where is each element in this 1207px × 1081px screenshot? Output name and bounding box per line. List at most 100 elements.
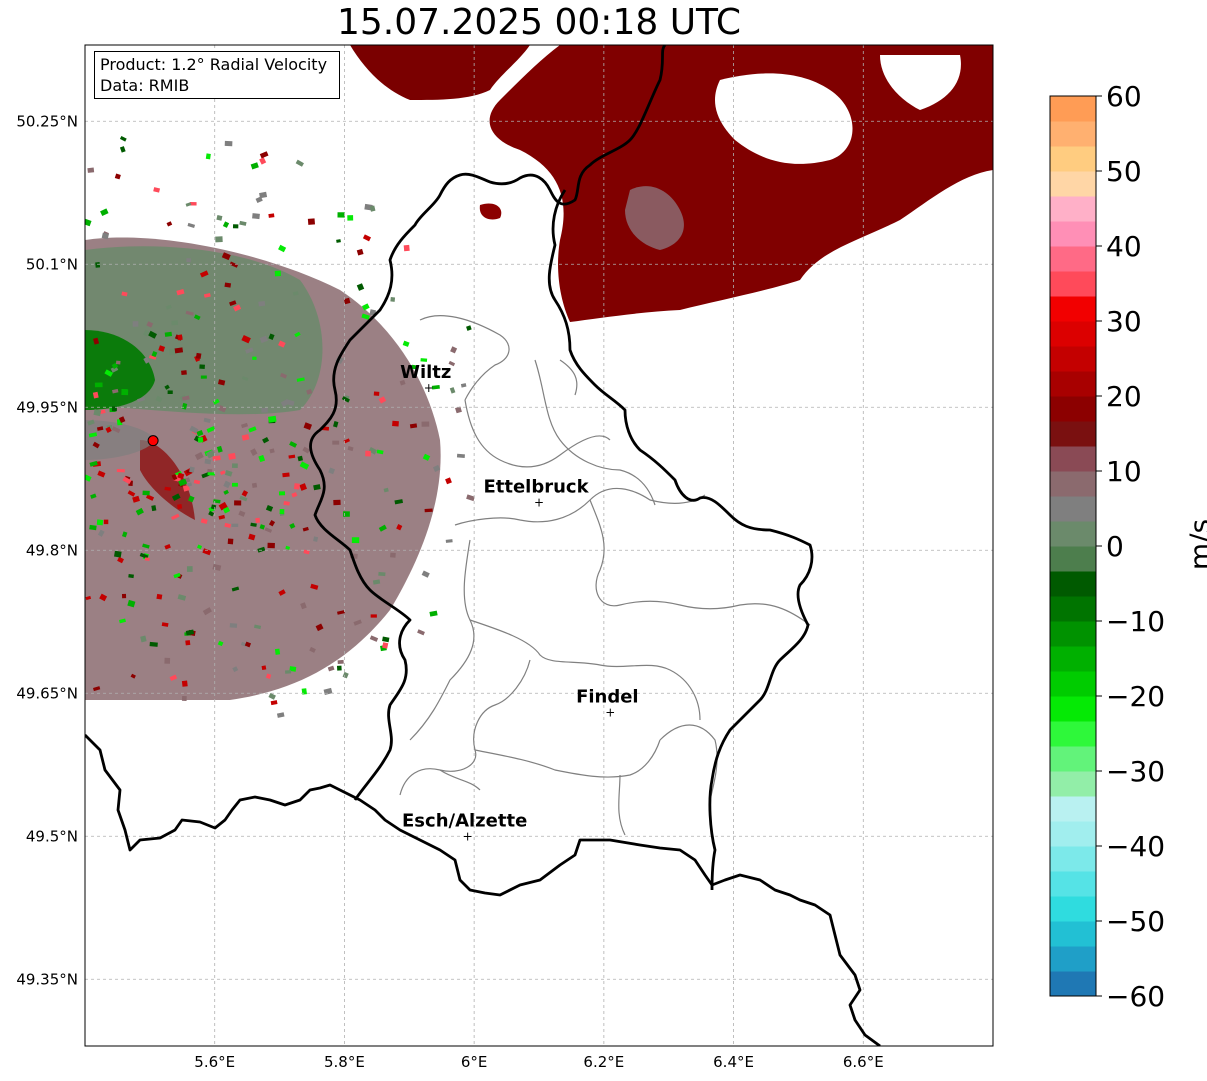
echo-pixel xyxy=(280,372,288,379)
echo-pixel xyxy=(161,622,169,627)
echo-pixel xyxy=(208,510,215,517)
echo-pixel xyxy=(202,548,212,556)
echo-pixel xyxy=(173,572,181,579)
colorbar-tick-label: 50 xyxy=(1106,155,1142,188)
echo-pixel xyxy=(146,321,154,328)
echo-pixel xyxy=(313,484,321,491)
echo-pixel xyxy=(257,546,266,553)
echo-pixel xyxy=(132,495,140,503)
echo-pixel xyxy=(309,646,316,653)
echo-pixel xyxy=(293,483,300,490)
echo-pixel xyxy=(238,510,246,517)
echo-pixel xyxy=(203,417,211,424)
lon-tick-label: 6.4°E xyxy=(713,1053,754,1071)
echo-pixel xyxy=(259,335,268,344)
colorbar-tick-label: −20 xyxy=(1106,680,1165,713)
colorbar-band xyxy=(1050,421,1096,447)
echo-pixel xyxy=(121,531,128,538)
lat-tick-label: 50.1°N xyxy=(26,255,78,273)
echo-pixel xyxy=(96,519,104,526)
echo-pixel xyxy=(224,522,232,528)
echo-pixel xyxy=(90,493,97,499)
echo-pixel xyxy=(193,479,201,485)
colorbar-tick-label: 10 xyxy=(1106,455,1142,488)
echo-pixel xyxy=(466,494,475,502)
echo-pixel xyxy=(232,666,239,673)
echo-pixel xyxy=(252,213,260,220)
echo-pixel xyxy=(104,369,114,377)
echo-pixel xyxy=(171,513,180,520)
lon-tick-label: 6.6°E xyxy=(843,1053,884,1071)
echo-pixel xyxy=(205,153,211,160)
colorbar-unit: m/s xyxy=(1183,518,1207,571)
echo-pixel xyxy=(258,454,266,463)
echo-pixel xyxy=(369,205,376,212)
echo-pixel xyxy=(268,519,276,527)
echo-pixel xyxy=(121,291,128,297)
echo-pixel xyxy=(261,665,267,671)
echo-pixel xyxy=(94,382,103,388)
echo-pixel xyxy=(151,505,157,512)
echo-pixel xyxy=(300,602,307,610)
echo-pixel xyxy=(341,396,350,403)
echo-pixel xyxy=(187,222,196,229)
echo-pixel xyxy=(177,334,183,341)
echo-pixel xyxy=(188,495,195,503)
echo-pixel xyxy=(158,345,166,352)
echo-pixel xyxy=(241,490,249,497)
echo-pixel xyxy=(185,310,194,316)
echo-pixel xyxy=(445,477,452,485)
colorbar-tick-label: 60 xyxy=(1106,80,1142,113)
echo-pixel xyxy=(378,524,387,532)
echo-pixel xyxy=(137,396,146,403)
echo-pixel xyxy=(128,573,134,579)
echo-pixel xyxy=(95,262,101,268)
echo-pixel xyxy=(232,224,239,229)
echo-pixel xyxy=(456,453,465,459)
echo-pixel xyxy=(362,234,371,242)
echo-pixel xyxy=(390,552,396,558)
echo-pixel xyxy=(207,472,215,476)
echo-pixel xyxy=(274,648,281,655)
echo-pixel xyxy=(93,409,102,417)
echo-pixel xyxy=(310,583,319,590)
echo-pixel xyxy=(259,151,269,159)
echo-pixel xyxy=(193,314,201,321)
echo-pixel xyxy=(361,313,370,320)
colorbar-band xyxy=(1050,521,1096,547)
echo-pixel xyxy=(231,463,238,469)
colorbar-tick-label: 0 xyxy=(1106,530,1124,563)
echo-pixel xyxy=(189,425,199,434)
echo-pixel xyxy=(241,433,250,441)
echo-pixel xyxy=(250,162,259,170)
colorbar-band xyxy=(1050,796,1096,822)
colorbar-band xyxy=(1050,196,1096,222)
echo-pixel xyxy=(164,543,171,550)
echo-pixel xyxy=(295,159,304,167)
city-labels: +Wiltz+Ettelbruck+Findel+Esch/Alzette xyxy=(400,362,639,843)
echo-pixel xyxy=(336,665,342,671)
echo-pixel xyxy=(239,220,247,226)
map-frame xyxy=(84,44,994,1047)
echo-pixel xyxy=(119,136,127,142)
colorbar-band xyxy=(1050,321,1096,347)
echo-pixel xyxy=(259,157,267,165)
colorbar-tick-label: 30 xyxy=(1106,305,1142,338)
echo-pixel xyxy=(143,329,150,337)
echo-pixel xyxy=(103,519,109,525)
echo-pixel xyxy=(351,537,360,544)
echo-pixel xyxy=(99,409,106,415)
echo-pixel xyxy=(194,451,204,461)
echo-pixel xyxy=(85,474,92,482)
echo-pixel xyxy=(200,518,208,524)
echo-pixel xyxy=(372,579,381,585)
echo-pixel xyxy=(196,544,203,550)
echo-pixel xyxy=(153,187,161,193)
colorbar-band xyxy=(1050,571,1096,597)
echo-pixel xyxy=(99,593,108,602)
colorbar-band xyxy=(1050,296,1096,322)
echo-pixel xyxy=(270,700,278,706)
echo-pixel xyxy=(392,420,399,427)
echo-pixel xyxy=(148,355,157,360)
echo-pixel xyxy=(181,395,190,401)
